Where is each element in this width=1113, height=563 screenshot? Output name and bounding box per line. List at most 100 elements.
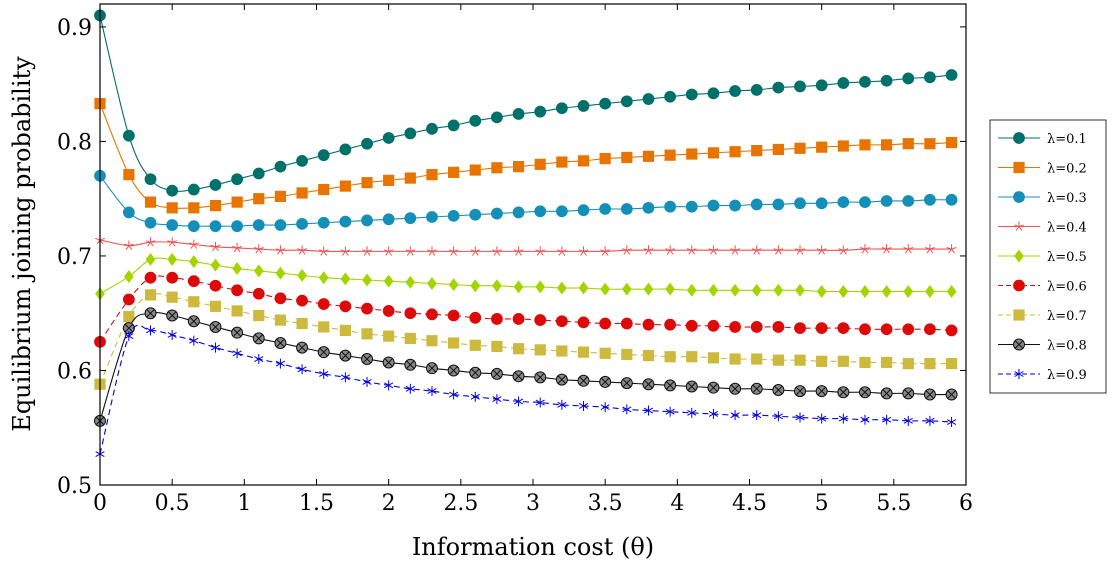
data-point: [361, 353, 374, 366]
data-point: [642, 150, 655, 162]
data-point: [209, 220, 222, 233]
data-point: [122, 129, 135, 142]
data-point: [232, 348, 242, 359]
data-point: [599, 97, 612, 110]
legend-label: λ=0.8: [1047, 339, 1087, 354]
data-point: [318, 271, 329, 285]
data-point: [209, 320, 222, 333]
legend-label: λ=0.7: [1047, 309, 1087, 324]
data-point: [837, 355, 849, 367]
series-2: [94, 98, 958, 214]
data-point: [469, 339, 481, 351]
data-point: [707, 147, 720, 159]
data-point: [923, 388, 936, 401]
data-point: [470, 246, 481, 256]
data-point: [621, 245, 632, 255]
data-point: [902, 323, 915, 336]
data-point: [816, 284, 827, 298]
data-point: [404, 332, 416, 345]
data-point: [490, 367, 503, 380]
data-point: [925, 415, 935, 426]
data-point: [145, 325, 156, 336]
data-point: [361, 137, 373, 150]
data-point: [427, 386, 437, 397]
series-1: [94, 9, 958, 197]
axis-ticks: 0 0.5 1 1.5 2 2.5 3 3.5 4 4.5 5 5.5 60.50.60.70.80.9: [57, 4, 973, 516]
data-point: [362, 246, 372, 256]
legend-label: λ=0.5: [1047, 250, 1087, 265]
series-line: [99, 257, 952, 295]
data-point: [924, 323, 936, 336]
data-point: [512, 161, 525, 173]
data-point: [513, 280, 524, 294]
series-line: [99, 175, 952, 227]
data-point: [815, 322, 828, 335]
data-point: [297, 268, 307, 282]
data-point: [621, 348, 633, 361]
data-point: [361, 302, 373, 315]
data-point: [513, 396, 524, 407]
data-point: [383, 174, 395, 186]
data-point: [189, 335, 199, 346]
x-tick-label: 2: [382, 491, 396, 516]
data-point: [384, 380, 394, 391]
data-point: [404, 307, 417, 320]
data-point: [296, 294, 308, 307]
data-point: [859, 323, 871, 336]
legend-label: λ=0.3: [1047, 191, 1087, 206]
data-point: [577, 100, 590, 112]
data-point: [556, 156, 568, 168]
data-point: [188, 255, 199, 269]
data-point: [232, 242, 243, 253]
data-point: [362, 273, 372, 287]
data-point: [231, 305, 243, 317]
legend-label: λ=0.1: [1047, 132, 1087, 147]
data-point: [599, 375, 612, 388]
data-point: [815, 197, 828, 210]
data-point: [730, 283, 740, 297]
data-point: [902, 358, 914, 370]
data-point: [860, 414, 870, 425]
data-point: [729, 146, 741, 158]
x-tick-label: 0.5: [155, 491, 190, 516]
data-point: [903, 244, 914, 254]
data-point: [383, 330, 395, 342]
data-point: [795, 283, 805, 297]
series-4: [95, 234, 957, 256]
data-point: [144, 196, 157, 208]
data-point: [772, 198, 785, 211]
data-point: [209, 279, 222, 292]
data-point: [361, 214, 373, 227]
data-point: [448, 278, 459, 292]
data-point: [643, 245, 654, 255]
data-point: [686, 351, 698, 363]
data-point: [123, 270, 134, 284]
data-point: [340, 372, 350, 383]
data-point: [903, 284, 914, 298]
data-point: [253, 193, 265, 205]
data-point: [470, 391, 480, 402]
data-point: [340, 272, 351, 286]
series-line: [99, 293, 952, 385]
data-point: [945, 324, 958, 337]
legend-marker: [1013, 309, 1025, 321]
data-point: [750, 321, 763, 333]
data-point: [643, 405, 654, 416]
data-point: [946, 417, 957, 428]
data-point: [231, 196, 243, 208]
data-point: [621, 282, 632, 296]
data-point: [166, 271, 179, 284]
data-point: [707, 87, 720, 100]
data-point: [122, 206, 135, 219]
data-point: [275, 266, 286, 280]
data-point: [362, 376, 372, 387]
data-point: [838, 413, 848, 424]
data-point: [447, 209, 460, 222]
data-point: [254, 354, 264, 365]
data-point: [622, 404, 632, 415]
series-line: [99, 275, 952, 343]
data-point: [426, 211, 438, 223]
data-point: [837, 386, 850, 399]
data-point: [209, 199, 222, 212]
data-point: [750, 83, 763, 96]
